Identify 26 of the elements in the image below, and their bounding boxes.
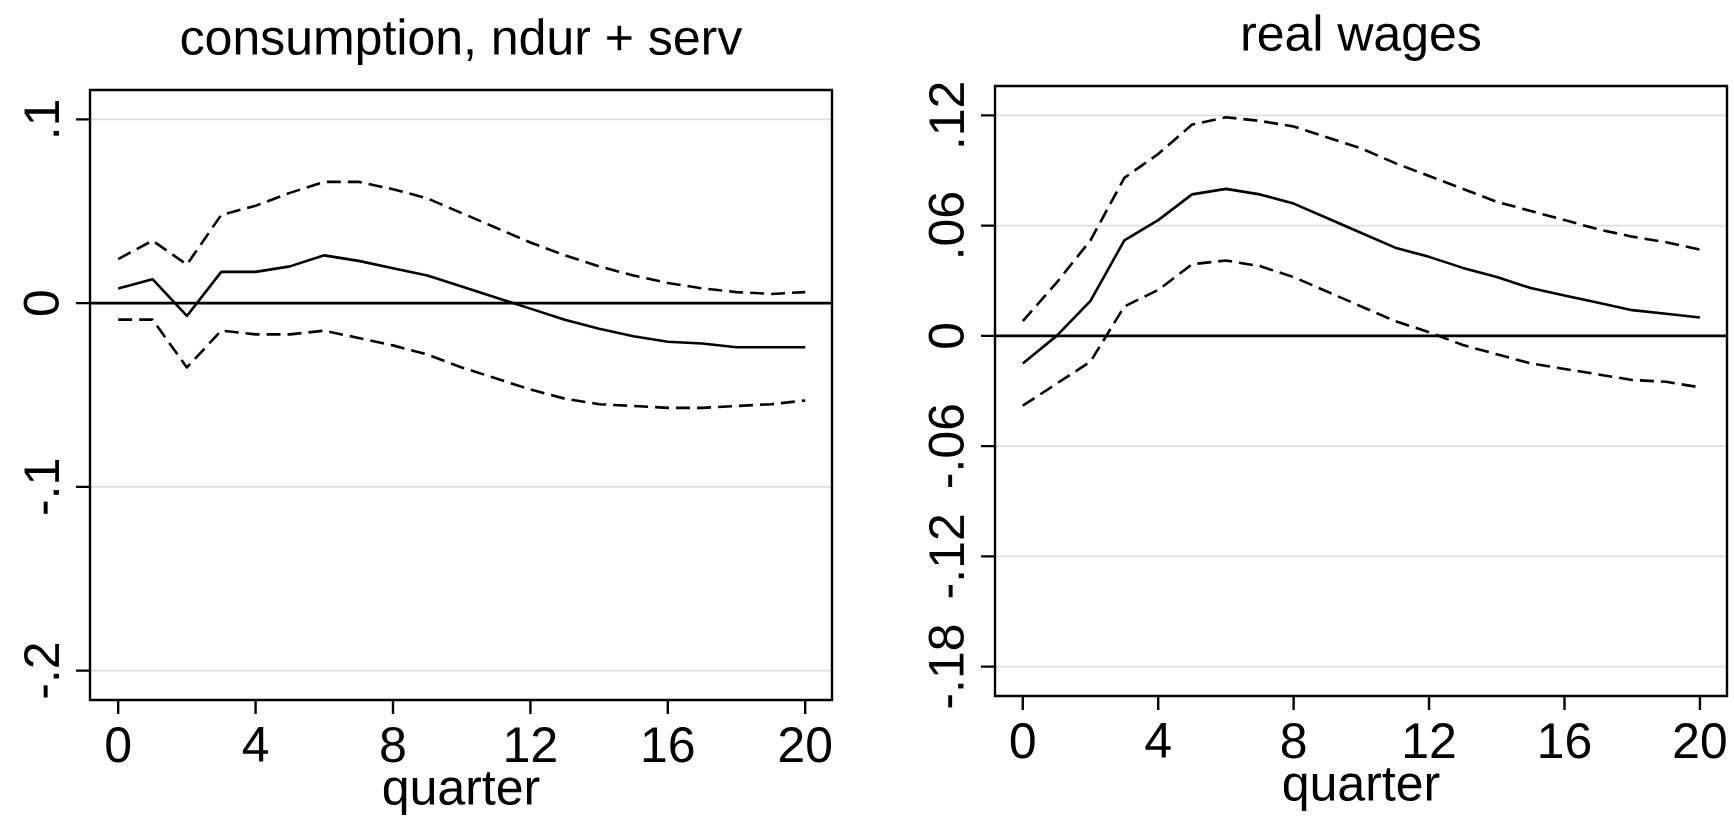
- x-tick-label: 16: [643, 727, 694, 763]
- x-tick-label: 0: [106, 727, 131, 763]
- chart-title: consumption, ndur + serv: [181, 18, 743, 65]
- x-tick-label: 4: [1145, 723, 1171, 758]
- y-tick-label: .06: [928, 193, 964, 256]
- y-tick-label: 0: [928, 323, 964, 348]
- y-tick-label: -.1: [24, 460, 59, 514]
- x-tick-label: 12: [1405, 723, 1455, 758]
- y-tick-label: 0: [23, 291, 59, 316]
- y-tick-label: -.2: [24, 643, 59, 698]
- chart-title: real wages: [1243, 14, 1480, 61]
- x-tick-label: 16: [1540, 723, 1591, 759]
- x-tick-label: 12: [506, 727, 556, 762]
- x-tick-label: 8: [381, 727, 405, 763]
- x-tick-label: 20: [779, 727, 832, 763]
- x-tick-label: 20: [1674, 723, 1726, 759]
- y-tick-label: -.18: [928, 625, 964, 708]
- y-tick-label: .1: [24, 100, 59, 136]
- y-tick-label: -.12: [929, 515, 964, 598]
- x-axis-title: quarter: [383, 772, 540, 815]
- x-tick-label: 0: [1010, 723, 1035, 759]
- y-tick-label: .12: [929, 83, 964, 146]
- y-tick-label: -.06: [928, 405, 964, 487]
- x-tick-label: 4: [242, 727, 269, 762]
- x-axis-title: quarter: [1283, 768, 1440, 811]
- x-tick-label: 8: [1281, 723, 1306, 759]
